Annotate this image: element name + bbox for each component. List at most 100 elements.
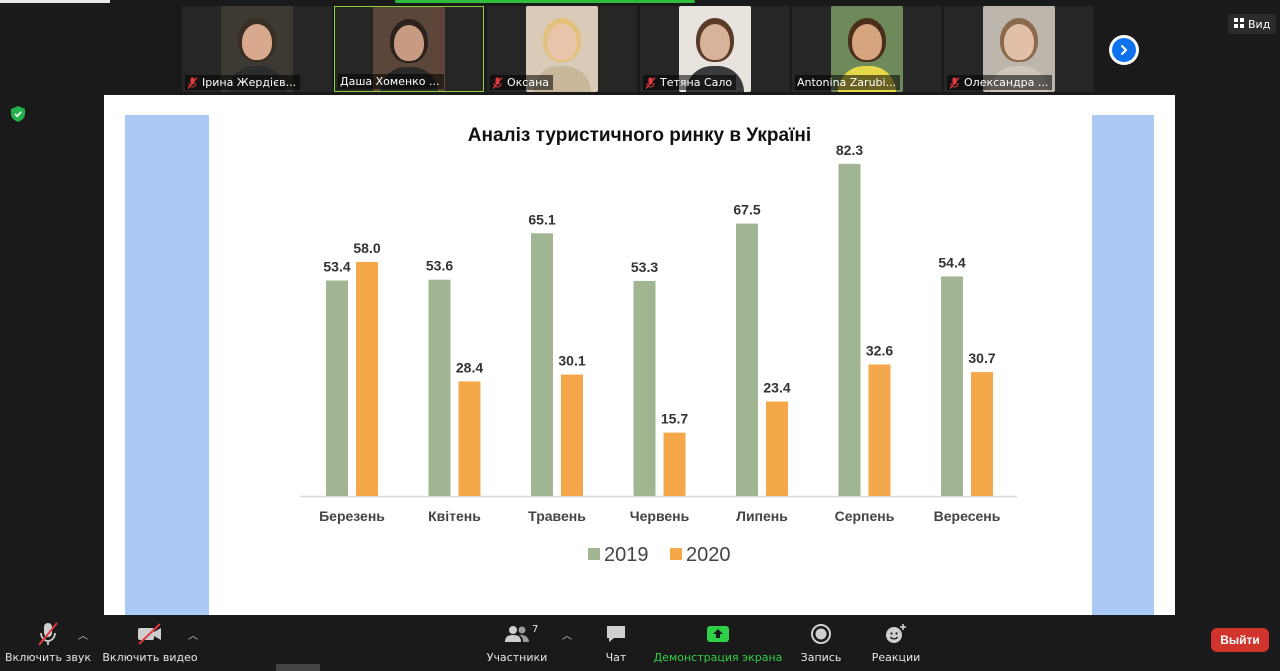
- record-label: Запись: [800, 651, 842, 664]
- video-off-icon: [136, 619, 164, 649]
- mic-muted-icon: [645, 76, 656, 89]
- unmute-button[interactable]: Включить звук: [5, 615, 92, 671]
- meeting-toolbar: Включить звук ︿ Включить видео ︿: [0, 615, 1280, 671]
- bar-2019-3: [633, 280, 656, 496]
- data-label: 53.3: [631, 259, 658, 275]
- reaction-smiley-icon: [884, 619, 908, 649]
- data-label: 28.4: [456, 359, 483, 375]
- participant-tile[interactable]: Ірина Жердієв...: [182, 6, 332, 92]
- x-tick-label: Липень: [736, 508, 788, 524]
- participants-count: 7: [532, 624, 539, 635]
- participant-tile[interactable]: Олександра ...: [944, 6, 1094, 92]
- bar-2020-1: [458, 381, 481, 496]
- participant-name: Тетяна Сало: [660, 76, 733, 89]
- data-label: 82.3: [836, 142, 863, 158]
- video-options-caret[interactable]: ︿: [188, 631, 198, 642]
- participant-name-tag: Оксана: [490, 75, 554, 90]
- data-label: 53.6: [426, 258, 453, 274]
- data-label: 30.7: [968, 350, 995, 366]
- data-label: 23.4: [763, 380, 790, 396]
- legend-swatch-2019: [588, 548, 600, 560]
- participant-tile[interactable]: Даша Хоменко ...: [334, 6, 484, 92]
- data-label: 67.5: [733, 202, 760, 218]
- x-tick-label: Серпень: [835, 508, 895, 524]
- share-screen-button[interactable]: Демонстрация экрана: [653, 615, 783, 671]
- bar-2020-6: [971, 372, 993, 496]
- participant-name: Antonina Zarubi...: [797, 76, 897, 89]
- reactions-label: Реакции: [871, 651, 921, 664]
- leave-meeting-button[interactable]: Выйти: [1211, 628, 1269, 652]
- reactions-button[interactable]: Реакции: [870, 615, 922, 671]
- participant-name-tag: Ірина Жердієв...: [185, 75, 301, 90]
- data-label: 53.4: [323, 259, 350, 275]
- participant-face: [852, 24, 882, 60]
- data-label: 58.0: [353, 240, 380, 256]
- participant-face: [1004, 24, 1034, 60]
- mic-muted-icon: [492, 76, 503, 89]
- x-tick-label: Вересень: [934, 508, 1001, 524]
- participant-name: Ірина Жердієв...: [202, 76, 297, 89]
- view-mode-label: Вид: [1248, 17, 1271, 31]
- bar-2019-6: [941, 276, 963, 496]
- participant-name-tag: Тетяна Сало: [643, 75, 737, 90]
- bar-chart: 53.458.0 Березень 53.6 28.4 Квітень 65.1 30.1 Т…: [300, 142, 1017, 566]
- participant-face: [394, 25, 424, 61]
- participant-face: [700, 24, 730, 60]
- share-screen-icon: [706, 619, 730, 649]
- participant-name: Оксана: [507, 76, 550, 89]
- participants-icon: [504, 619, 530, 649]
- participant-face: [547, 24, 577, 60]
- record-button[interactable]: Запись: [798, 615, 844, 671]
- bar-2020-3: [663, 432, 686, 496]
- participant-name-tag: Даша Хоменко ...: [338, 74, 444, 89]
- shared-screen-slide: Аналіз туристичного ринку в Україні 53.4…: [104, 95, 1175, 615]
- unmute-label: Включить звук: [5, 651, 92, 664]
- security-shield-icon[interactable]: [11, 106, 25, 122]
- x-tick-label: Березень: [319, 508, 385, 524]
- x-tick-label: Червень: [630, 508, 690, 524]
- mic-muted-icon: [187, 76, 198, 89]
- start-video-label: Включить видео: [102, 651, 198, 664]
- chat-button[interactable]: Чат: [596, 615, 636, 671]
- participant-name-tag: Antonina Zarubi...: [795, 75, 901, 90]
- participant-video: [526, 6, 598, 92]
- record-icon: [810, 619, 832, 649]
- legend-swatch-2020: [670, 548, 682, 560]
- participants-button[interactable]: Участники: [487, 615, 547, 671]
- participant-name: Олександра ...: [964, 76, 1049, 89]
- chevron-right-icon: [1112, 38, 1136, 62]
- data-label: 65.1: [528, 211, 555, 227]
- chart-title: Аналіз туристичного ринку в Україні: [467, 125, 812, 146]
- mic-muted-icon: [949, 76, 960, 89]
- grid-view-icon: [1234, 17, 1244, 31]
- participant-tile[interactable]: Оксана: [487, 6, 637, 92]
- bar-2020-2: [561, 374, 583, 496]
- next-participants-button[interactable]: [1109, 35, 1139, 65]
- participant-tile[interactable]: Antonina Zarubi...: [792, 6, 942, 92]
- participant-video: [679, 6, 751, 92]
- bar-2020-5: [868, 364, 891, 496]
- bar-2020-4: [766, 401, 788, 496]
- participant-name: Даша Хоменко ...: [340, 75, 440, 88]
- data-label: 32.6: [866, 342, 893, 358]
- chat-label: Чат: [605, 651, 627, 664]
- participants-label: Участники: [486, 651, 548, 664]
- share-screen-label: Демонстрация экрана: [653, 651, 783, 664]
- slide-decor-right: [1092, 115, 1154, 615]
- participants-options-caret[interactable]: ︿: [562, 631, 572, 642]
- slide-decor-left: [125, 115, 209, 615]
- bar-2019-2: [531, 233, 553, 496]
- scrollbar-thumb[interactable]: [276, 664, 320, 671]
- participant-face: [242, 24, 272, 60]
- data-label: 15.7: [661, 411, 688, 427]
- legend-label: 2020: [686, 544, 731, 566]
- view-mode-button[interactable]: Вид: [1228, 14, 1277, 34]
- x-tick-label: Травень: [528, 508, 586, 524]
- chat-icon: [605, 619, 627, 649]
- audio-options-caret[interactable]: ︿: [78, 631, 88, 642]
- bar-2019-0: [326, 280, 348, 496]
- data-label: 54.4: [938, 254, 965, 270]
- start-video-button[interactable]: Включить видео: [102, 615, 198, 671]
- participant-tile[interactable]: Тетяна Сало: [640, 6, 790, 92]
